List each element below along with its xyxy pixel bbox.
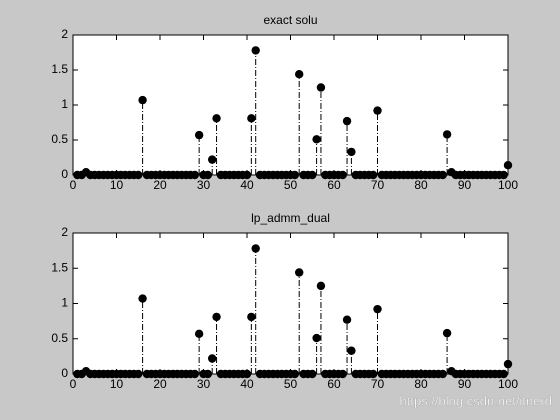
x-tick-label: 50: [284, 377, 298, 391]
stem-marker: [295, 70, 304, 79]
stem-marker: [208, 354, 217, 363]
x-tick-label: 80: [414, 377, 428, 391]
stem-marker: [438, 170, 447, 180]
y-tick-label: 1.5: [51, 260, 68, 274]
y-tick-label: 2: [61, 225, 68, 239]
x-tick-label: 40: [240, 178, 254, 192]
stem-marker: [342, 315, 352, 324]
x-tick-label: 40: [240, 377, 254, 391]
stem-marker: [247, 312, 256, 322]
stem-marker: [316, 281, 326, 291]
x-tick-label: 80: [414, 178, 428, 192]
stem-marker: [347, 147, 356, 157]
stem-marker: [203, 170, 213, 180]
stem-marker: [338, 369, 347, 379]
stem-marker: [203, 369, 213, 379]
stem-marker: [312, 333, 321, 343]
stem-marker: [194, 130, 204, 140]
stem-marker: [316, 83, 326, 92]
stem-marker: [247, 114, 256, 123]
stem-marker: [308, 369, 317, 379]
stem-marker: [290, 170, 300, 180]
y-tick-label: 0.5: [51, 132, 68, 146]
x-tick-label: 70: [371, 377, 385, 391]
x-tick-label: 60: [327, 377, 341, 391]
stem-marker: [138, 294, 147, 303]
stem-marker: [373, 304, 382, 314]
chart-title: exact solu: [263, 13, 317, 27]
stem-marker: [503, 161, 513, 170]
x-tick-label: 50: [284, 178, 298, 192]
stem-marker: [208, 155, 217, 164]
stem-marker: [212, 312, 221, 322]
y-tick-label: 0: [61, 366, 68, 380]
stem-marker: [251, 244, 260, 253]
stem-marker: [503, 359, 513, 369]
x-tick-label: 90: [458, 377, 472, 391]
axes-background: [72, 232, 509, 375]
x-tick-label: 60: [327, 178, 341, 192]
y-tick-label: 1: [61, 296, 68, 310]
x-tick-label: 100: [498, 178, 518, 192]
x-tick-label: 90: [458, 178, 472, 192]
stem-marker: [190, 369, 199, 379]
stem-marker: [499, 369, 508, 379]
x-tick-label: 10: [110, 178, 124, 192]
stem-marker: [295, 268, 304, 277]
stem-marker: [347, 346, 356, 355]
stem-marker: [338, 170, 347, 180]
stem-marker: [290, 369, 300, 379]
x-tick-label: 0: [70, 377, 77, 391]
stem-marker: [342, 116, 352, 126]
stem-marker: [242, 369, 252, 379]
stem-marker: [242, 170, 252, 180]
chart-title: lp_admm_dual: [251, 211, 330, 225]
stem-marker: [368, 170, 378, 180]
y-tick-label: 1: [61, 97, 68, 111]
y-tick-label: 2: [61, 27, 68, 41]
axes-background: [72, 34, 509, 176]
x-tick-label: 30: [197, 178, 211, 192]
x-tick-label: 0: [70, 178, 77, 192]
watermark: https://blog.csdn.net/itnerd: [400, 393, 552, 408]
stem-marker: [138, 95, 147, 105]
stem-marker: [373, 106, 382, 115]
stem-marker: [368, 369, 378, 379]
y-tick-label: 1.5: [51, 62, 68, 76]
stem-marker: [194, 329, 204, 339]
stem-marker: [312, 135, 321, 144]
x-tick-label: 20: [153, 178, 167, 192]
stem-marker: [134, 170, 143, 180]
y-tick-label: 0: [61, 167, 68, 181]
x-tick-label: 10: [110, 377, 124, 391]
stem-marker: [442, 130, 452, 139]
stem-marker: [190, 170, 199, 180]
stem-marker: [212, 114, 221, 123]
stem-marker: [499, 170, 508, 180]
stem-marker: [442, 328, 452, 338]
y-tick-label: 0.5: [51, 331, 68, 345]
stem-marker: [251, 46, 260, 55]
stem-marker: [134, 369, 143, 379]
x-tick-label: 20: [153, 377, 167, 391]
stem-marker: [308, 170, 317, 180]
stem-marker: [438, 369, 447, 379]
x-tick-label: 70: [371, 178, 385, 192]
x-tick-label: 100: [498, 377, 518, 391]
x-tick-label: 30: [197, 377, 211, 391]
